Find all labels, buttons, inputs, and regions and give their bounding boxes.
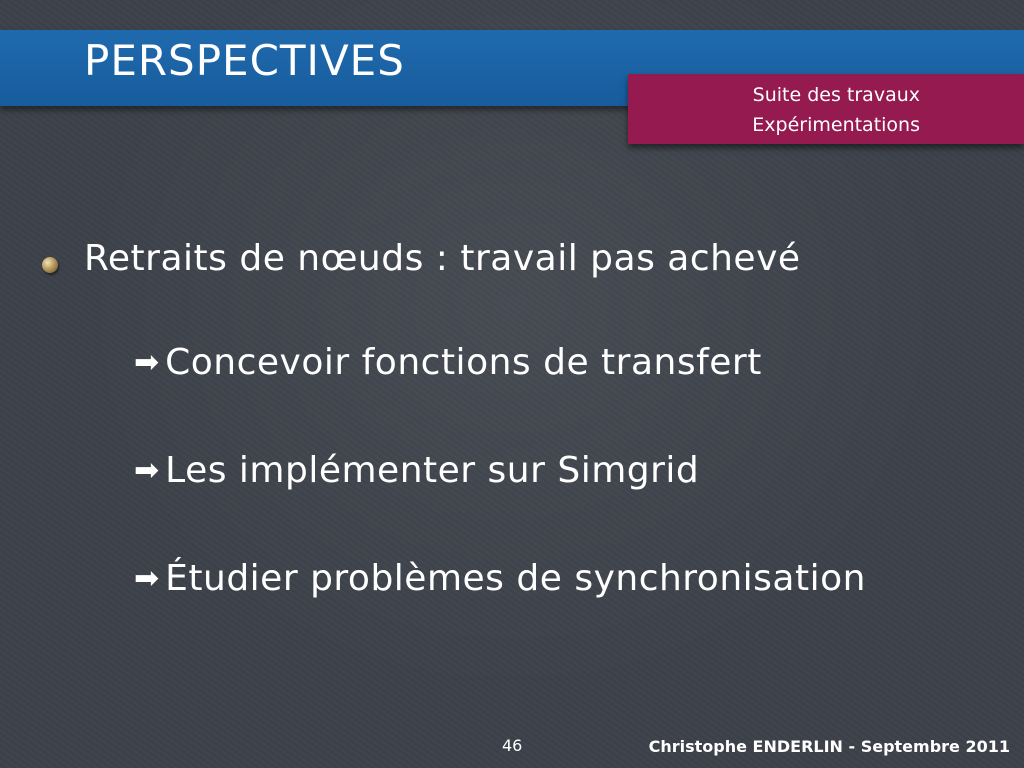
page-number: 46 [502, 736, 523, 755]
section-line-experimentations: Expérimentations [752, 114, 920, 136]
right-arrow-icon: ➡ [134, 452, 160, 488]
sub-item: ➡ Les implémenter sur Simgrid [134, 450, 699, 491]
section-indicator [628, 74, 1024, 144]
right-arrow-icon: ➡ [134, 560, 160, 596]
main-bullet: Retraits de nœuds : travail pas achevé [42, 238, 801, 279]
slide-title: PERSPECTIVES [84, 36, 405, 85]
sub-item: ➡ Étudier problèmes de synchronisation [134, 558, 866, 599]
main-bullet-text: Retraits de nœuds : travail pas achevé [84, 238, 801, 279]
sub-item-text: Les implémenter sur Simgrid [165, 450, 700, 491]
right-arrow-icon: ➡ [134, 344, 160, 380]
section-line-suite: Suite des travaux [752, 84, 920, 106]
sub-item-text: Étudier problèmes de synchronisation [165, 558, 866, 599]
footer-author: Christophe ENDERLIN - Septembre 2011 [648, 737, 1010, 756]
bullet-dot-icon [42, 256, 58, 273]
sub-item-text: Concevoir fonctions de transfert [165, 342, 762, 383]
sub-item: ➡ Concevoir fonctions de transfert [134, 342, 762, 383]
